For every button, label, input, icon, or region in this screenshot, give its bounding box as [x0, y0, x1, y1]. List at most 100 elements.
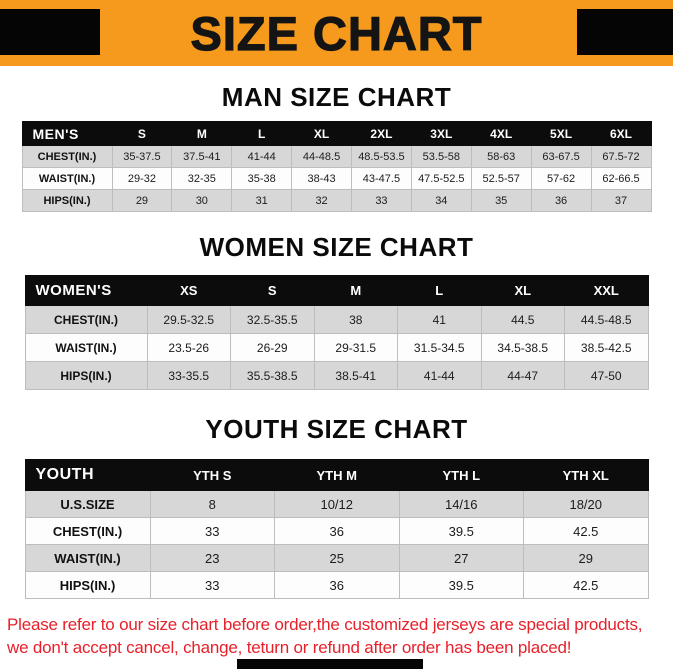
black-corner-box-right	[577, 9, 673, 55]
size-value: 34	[410, 189, 472, 212]
size-value: 36	[274, 571, 400, 599]
size-value: 43-47.5	[351, 167, 412, 190]
size-value: 52.5-57	[470, 167, 532, 190]
size-column-header: 4XL	[470, 121, 532, 146]
size-value: 42.5	[523, 517, 649, 545]
size-value: 41	[397, 305, 482, 334]
row-label: HIPS(IN.)	[24, 361, 148, 390]
size-value: 27	[398, 544, 524, 572]
youth-row: U.S.SIZE 8 10/12 14/16 18/20	[24, 490, 649, 518]
women-size-section: WOMEN SIZE CHART WOMEN'S XS S M L XL XXL CHEST(…	[0, 232, 673, 390]
row-label: U.S.SIZE	[24, 490, 151, 518]
size-value: 67.5-72	[590, 145, 652, 168]
size-column-header: M	[313, 275, 398, 306]
size-value: 29	[523, 544, 649, 572]
size-value: 33	[351, 189, 412, 212]
table-title-cell: WOMEN'S	[24, 275, 148, 306]
size-value: 31	[231, 189, 293, 212]
page-title: SIZE CHART	[190, 6, 483, 60]
size-column-header: XXL	[564, 275, 649, 306]
size-value: 38.5-42.5	[564, 333, 649, 362]
banner: SIZE CHART	[0, 0, 673, 66]
women-row: HIPS(IN.) 33-35.5 35.5-38.5 38.5-41 41-44 44-…	[24, 361, 649, 390]
size-value: 44.5-48.5	[564, 305, 649, 334]
size-value: 44.5	[480, 305, 565, 334]
women-section-heading: WOMEN SIZE CHART	[199, 232, 474, 262]
size-column-header: 5XL	[530, 121, 592, 146]
size-column-header: L	[397, 275, 482, 306]
man-row: WAIST(IN.) 29-32 32-35 35-38 38-43 43-47.5 47.…	[21, 167, 652, 190]
youth-size-section: YOUTH SIZE CHART YOUTH YTH S YTH M YTH L YTH…	[0, 414, 673, 599]
size-value: 25	[274, 544, 400, 572]
row-label: CHEST(IN.)	[24, 305, 148, 334]
size-value: 18/20	[523, 490, 649, 518]
size-value: 33	[149, 571, 275, 599]
table-title-cell: MEN'S	[21, 121, 113, 146]
size-value: 41-44	[397, 361, 482, 390]
size-value: 44-48.5	[291, 145, 352, 168]
size-value: 29-31.5	[313, 333, 398, 362]
size-value: 23	[149, 544, 275, 572]
row-label: HIPS(IN.)	[21, 189, 113, 212]
disclaimer-line-1: Please refer to our size chart before or…	[7, 615, 643, 634]
size-value: 47.5-52.5	[410, 167, 472, 190]
size-column-header: YTH XL	[523, 459, 649, 491]
youth-row: HIPS(IN.) 33 36 39.5 42.5	[24, 571, 649, 599]
size-value: 57-62	[530, 167, 592, 190]
size-value: 30	[171, 189, 233, 212]
disclaimer-line-2: we don't accept cancel, change, teturn o…	[7, 638, 572, 657]
size-column-header: S	[230, 275, 315, 306]
size-column-header: S	[111, 121, 173, 146]
size-value: 29.5-32.5	[146, 305, 231, 334]
table-title-cell: YOUTH	[24, 459, 151, 491]
row-label: CHEST(IN.)	[24, 517, 151, 545]
size-column-header: 2XL	[351, 121, 412, 146]
size-value: 39.5	[398, 517, 524, 545]
size-value: 26-29	[230, 333, 315, 362]
size-value: 36	[274, 517, 400, 545]
size-value: 39.5	[398, 571, 524, 599]
size-column-header: YTH L	[398, 459, 524, 491]
size-value: 47-50	[564, 361, 649, 390]
women-row: CHEST(IN.) 29.5-32.5 32.5-35.5 38 41 44.5 44.5…	[24, 305, 649, 334]
size-value: 63-67.5	[530, 145, 592, 168]
bottom-black-bar	[237, 659, 423, 669]
size-value: 35	[470, 189, 532, 212]
row-label: WAIST(IN.)	[24, 544, 151, 572]
size-value: 37.5-41	[171, 145, 233, 168]
size-value: 35-38	[231, 167, 293, 190]
size-value: 35.5-38.5	[230, 361, 315, 390]
size-value: 31.5-34.5	[397, 333, 482, 362]
size-column-header: YTH M	[274, 459, 400, 491]
size-value: 36	[530, 189, 592, 212]
size-value: 35-37.5	[111, 145, 173, 168]
size-value: 10/12	[274, 490, 400, 518]
size-value: 8	[149, 490, 275, 518]
size-column-header: XL	[291, 121, 352, 146]
black-corner-box-left	[0, 9, 100, 55]
size-column-header: YTH S	[149, 459, 275, 491]
row-label: HIPS(IN.)	[24, 571, 151, 599]
man-size-table: MEN'S S M L XL 2XL 3XL 4XL 5XL 6XL CHEST(IN.) 35-37…	[21, 121, 652, 212]
size-value: 48.5-53.5	[351, 145, 412, 168]
size-value: 32	[291, 189, 352, 212]
size-value: 62-66.5	[590, 167, 652, 190]
youth-header-row: YOUTH YTH S YTH M YTH L YTH XL	[24, 459, 649, 491]
row-label: CHEST(IN.)	[21, 145, 113, 168]
youth-row: WAIST(IN.) 23 25 27 29	[24, 544, 649, 572]
size-value: 38.5-41	[313, 361, 398, 390]
size-column-header: XS	[146, 275, 231, 306]
size-value: 38-43	[291, 167, 352, 190]
size-value: 37	[590, 189, 652, 212]
disclaimer-text: Please refer to our size chart before or…	[0, 613, 673, 659]
youth-size-table: YOUTH YTH S YTH M YTH L YTH XL U.S.SIZE 8 10/12…	[24, 459, 649, 599]
man-header-row: MEN'S S M L XL 2XL 3XL 4XL 5XL 6XL	[21, 121, 652, 146]
size-value: 23.5-26	[146, 333, 231, 362]
row-label: WAIST(IN.)	[21, 167, 113, 190]
man-row: HIPS(IN.) 29 30 31 32 33 34 35 36 37	[21, 189, 652, 212]
women-size-table: WOMEN'S XS S M L XL XXL CHEST(IN.) 29.5-32.5 32.5…	[24, 275, 649, 390]
size-value: 33-35.5	[146, 361, 231, 390]
man-row: CHEST(IN.) 35-37.5 37.5-41 41-44 44-48.5 48.5…	[21, 145, 652, 168]
size-value: 42.5	[523, 571, 649, 599]
